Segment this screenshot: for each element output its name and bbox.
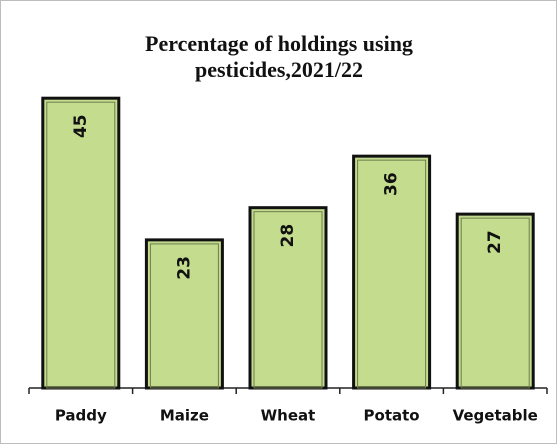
value-label: 28: [278, 224, 298, 248]
chart-title: Percentage of holdings using pesticides,…: [145, 31, 413, 82]
x-tick-label: Potato: [364, 407, 420, 425]
bar-inner-edge: [357, 159, 427, 389]
x-tick-label: Wheat: [261, 407, 316, 425]
bar: [455, 212, 535, 390]
value-label: 45: [71, 114, 91, 138]
value-label: 23: [174, 256, 194, 280]
bar: [144, 238, 224, 390]
x-tick-label: Maize: [160, 407, 209, 425]
bar: [41, 96, 121, 390]
value-label: 36: [382, 172, 402, 196]
bar-inner-edge: [149, 243, 219, 389]
bar-inner-edge: [253, 211, 323, 389]
bar: [352, 154, 432, 390]
value-label: 27: [485, 230, 505, 254]
bar-inner-edge: [460, 217, 530, 389]
x-tick-label: Vegetable: [453, 407, 538, 425]
x-tick-label: Paddy: [55, 407, 107, 425]
bar-inner-edge: [46, 101, 116, 389]
